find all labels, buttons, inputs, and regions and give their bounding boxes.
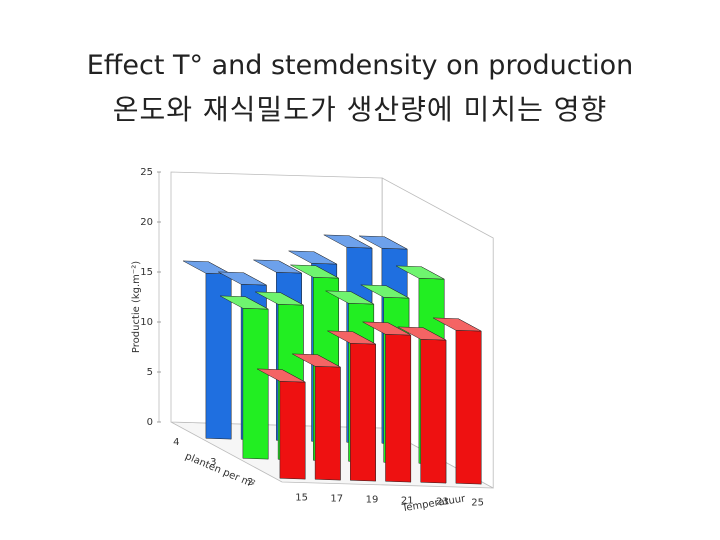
bar-front-face: [279, 381, 306, 480]
bar-top-face: [292, 353, 341, 368]
bar-d2-t15: [256, 368, 306, 480]
bar-d3-t15: [219, 295, 269, 460]
bar-d2-t19: [327, 330, 376, 482]
bar-d2-t23: [397, 326, 447, 484]
z-tick-label: 25: [140, 167, 153, 178]
bar-top-face: [218, 271, 267, 286]
slide-title-english: Effect T° and stemdensity on production: [86, 50, 634, 81]
bar-top-face: [288, 250, 337, 265]
x-tick-label: 19: [366, 495, 379, 506]
bar-top-face: [256, 368, 306, 383]
z-tick-label: 20: [140, 217, 153, 228]
bar-front-face: [350, 343, 376, 482]
y-tick-label: 4: [173, 437, 179, 448]
z-tick-label: 5: [147, 367, 153, 378]
bar-top-face: [325, 290, 374, 305]
y-tick-label: 3: [210, 457, 216, 468]
bar-top-face: [327, 330, 376, 345]
bar-d2-t17: [292, 353, 341, 481]
bar-d2-t25: [432, 317, 482, 485]
bar-front-face: [314, 366, 341, 481]
bar-top-face: [219, 295, 269, 310]
bar-top-face: [290, 264, 339, 279]
bar-front-face: [455, 330, 482, 485]
x-tick-label: 21: [401, 496, 414, 507]
bar-front-face: [385, 334, 412, 483]
x-tick-label: 25: [471, 498, 484, 509]
z-tick-label: 0: [147, 417, 153, 428]
bar-top-face: [362, 321, 411, 336]
bar-top-face: [397, 326, 447, 341]
z-axis-ticks: 0 5 10 15 20 25: [140, 167, 161, 428]
bar-top-face: [432, 317, 482, 332]
x-axis-ticks: 15 17 19 21 23 25: [295, 493, 484, 509]
x-tick-label: 23: [436, 497, 449, 508]
bar-top-face: [358, 235, 408, 250]
chart-bars: [182, 234, 482, 485]
bar-top-face: [253, 259, 302, 274]
bar-top-face: [360, 284, 410, 299]
slide-title-korean: 온도와 재식밀도가 생산량에 미치는 영향: [112, 93, 608, 126]
bar-d4-t15: [182, 260, 232, 440]
bar-front-face: [420, 339, 447, 484]
bar-top-face: [323, 234, 373, 249]
y-tick-label: 2: [247, 477, 253, 488]
x-tick-label: 15: [295, 493, 308, 504]
bar-top-face: [255, 291, 304, 306]
y-axis-ticks: 4 3 2: [173, 437, 253, 488]
bar-d2-t21: [362, 321, 412, 483]
x-tick-label: 17: [330, 494, 343, 505]
bar-top-face: [395, 265, 445, 280]
z-axis-label: Productie (kg.m⁻²): [131, 261, 142, 353]
bar-front-face: [242, 308, 269, 460]
z-tick-label: 10: [140, 317, 153, 328]
z-tick-label: 15: [140, 267, 153, 278]
